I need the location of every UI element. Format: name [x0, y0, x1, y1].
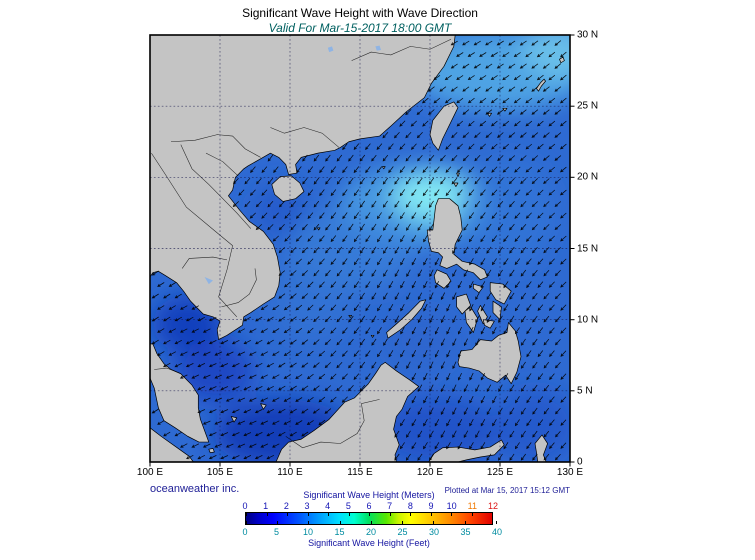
border-vietnam-laos: [180, 144, 252, 229]
lat-label: 10 N: [577, 314, 599, 326]
chart-subtitle: Valid For Mar-15-2017 18:00 GMT: [268, 21, 452, 35]
land-cebu: [477, 305, 488, 325]
border-borneo: [285, 399, 380, 449]
river-china-north: [351, 39, 452, 61]
lakes-layer: [204, 45, 381, 285]
island-amami: [559, 56, 565, 64]
feet-tick-label: 35: [460, 527, 471, 537]
lat-label: 20 N: [577, 171, 599, 183]
meters-tick-label: 11: [467, 501, 477, 511]
lon-label: 125 E: [486, 467, 514, 478]
feet-tick-label: 40: [491, 527, 502, 537]
land-bohol: [482, 319, 495, 329]
meters-tick-label: 2: [283, 501, 289, 511]
lat-label: 30 N: [577, 29, 599, 41]
lake-dongting: [327, 46, 334, 53]
lake-tonle-sap: [204, 276, 213, 285]
feet-tick-label: 20: [365, 527, 376, 537]
feet-tick-label: 30: [428, 527, 439, 537]
border-thai-lao-mekong: [151, 152, 238, 318]
land-negros: [464, 306, 478, 333]
land-sumatra: [150, 427, 194, 462]
meters-tick-label: 8: [407, 501, 413, 511]
lat-label: 0: [577, 456, 583, 468]
land-sulawesi-arm: [428, 439, 505, 462]
wave-height-field: [152, 35, 570, 462]
feet-tick-label: 25: [397, 527, 408, 537]
meters-tick-label: 12: [487, 501, 499, 511]
meters-tick-label: 9: [428, 501, 434, 511]
meters-tick-label: 5: [345, 501, 351, 511]
lake-poyang: [375, 45, 381, 51]
island-paracel: [316, 227, 321, 231]
border-river-layer: [151, 39, 452, 449]
lat-label: 5 N: [577, 385, 593, 397]
island-batanes: [456, 172, 460, 177]
colorbar-meters-title: Significant Wave Height (Meters): [303, 490, 435, 500]
colorbar-feet-title: Significant Wave Height (Feet): [308, 538, 430, 548]
land-hainan: [271, 175, 305, 202]
meters-tick-label: 6: [366, 501, 372, 511]
feet-tick-label: 0: [242, 527, 248, 537]
chart-title: Significant Wave Height with Wave Direct…: [242, 6, 478, 20]
island-miyako: [502, 107, 508, 112]
land-taiwan: [429, 101, 459, 151]
island-okinawa: [536, 78, 546, 92]
land-mindanao: [457, 322, 522, 385]
wave-direction-arrows: [151, 40, 567, 461]
lon-label: 110 E: [277, 467, 303, 478]
island-riau: [208, 448, 215, 454]
lon-label: 120 E: [416, 467, 444, 478]
map-frame: [149, 34, 575, 467]
chart-header: Significant Wave Height with Wave Direct…: [150, 6, 570, 35]
island-babuyan: [453, 182, 459, 187]
feet-tick-label: 5: [273, 527, 279, 537]
island-anambas: [230, 416, 238, 423]
meters-tick-label: 10: [446, 501, 457, 511]
meters-tick-label: 1: [263, 501, 269, 511]
meters-tick-label: 0: [242, 501, 248, 511]
lon-label: 130 E: [556, 467, 584, 478]
meters-tick-label: 7: [387, 501, 393, 511]
land-palawan: [386, 299, 427, 339]
island-dongsha: [382, 166, 386, 170]
map-border: [149, 34, 571, 463]
lon-label: 115 E: [347, 467, 373, 478]
island-spratly-1: [348, 315, 352, 318]
land-luzon: [426, 198, 488, 281]
meters-tick-label: 4: [325, 501, 331, 511]
meters-tick-label: 3: [304, 501, 310, 511]
map-canvas: [149, 34, 575, 467]
colorbar-gradient: [245, 512, 497, 525]
feet-tick-label: 15: [334, 527, 345, 537]
island-natuna: [260, 403, 267, 410]
plotted-timestamp: Plotted at Mar 15, 2017 15:12 GMT: [444, 486, 570, 495]
land-mainland-asia: [150, 35, 456, 340]
colorbar-feet-ticks: 0 5 10 15 20 25 30 35 40: [242, 527, 501, 537]
credit-text: oceanweather inc.: [150, 483, 240, 495]
border-china-vietnam: [170, 134, 261, 158]
river-pearl: [270, 127, 340, 148]
island-spratly-2: [370, 334, 375, 338]
lon-label: 100 E: [136, 467, 164, 478]
colorbar-meters-ticks: 0 1 2 3 4 5 6 7 8 9 10 11 12: [242, 501, 498, 511]
lon-label: 105 E: [206, 467, 234, 478]
feet-tick-label: 10: [302, 527, 313, 537]
lat-label: 15 N: [577, 243, 599, 254]
border-cambodia-vietnam: [221, 268, 257, 308]
land-samar: [489, 282, 512, 305]
river-red: [205, 152, 239, 177]
land-mindoro: [433, 269, 452, 289]
border-malaysia-thailand: [154, 367, 180, 374]
lat-label: 25 N: [577, 100, 599, 112]
